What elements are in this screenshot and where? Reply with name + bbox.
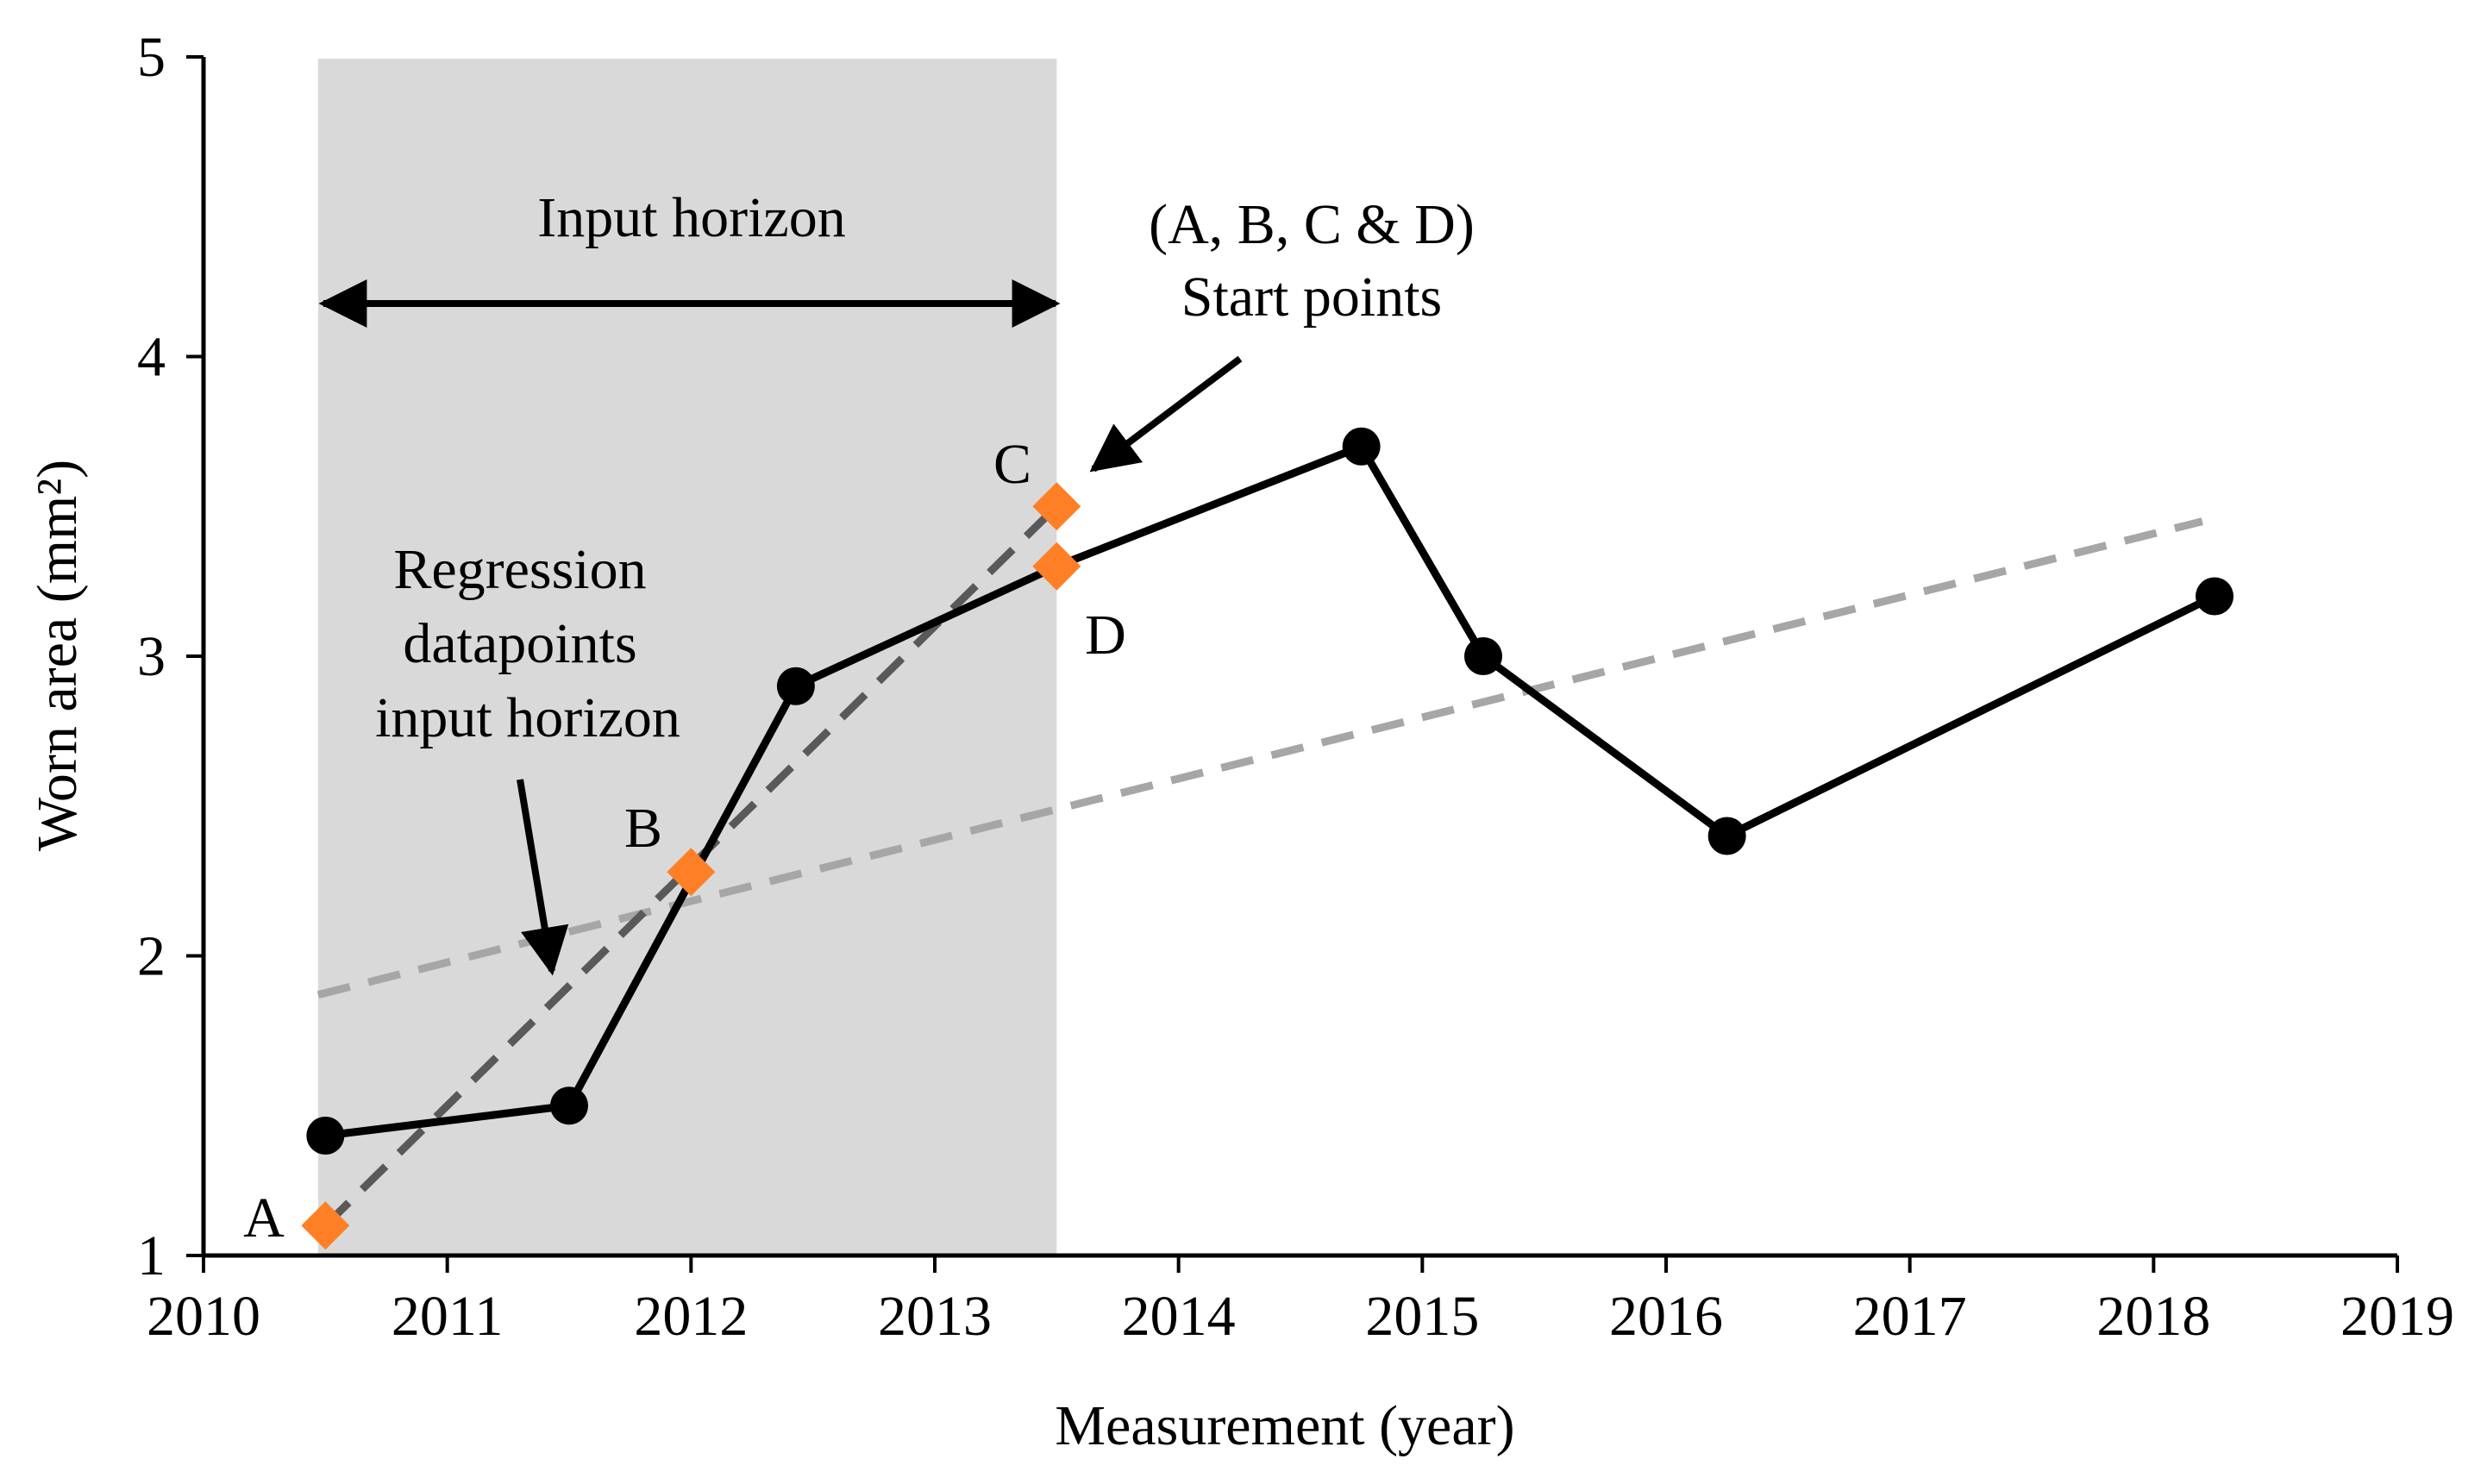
start-point-marker-c (1032, 482, 1081, 531)
start-point-marker-a (301, 1201, 350, 1250)
measurement-point (550, 1086, 588, 1125)
y-tick-label: 5 (137, 26, 166, 89)
x-tick-label: 2016 (1609, 1285, 1723, 1348)
input-horizon-label: Input horizon (537, 186, 845, 249)
x-axis-label: Measurement (year) (1055, 1394, 1514, 1457)
measurement-series (306, 427, 2234, 1155)
start-point-markers (301, 482, 1081, 1250)
regression-label-line2: datapoints (403, 612, 636, 675)
y-tick-label: 3 (137, 625, 166, 688)
start-point-label-a: A (243, 1187, 285, 1249)
measurement-point (1342, 427, 1381, 466)
x-axis-ticks: 2010 2011 2012 2013 2014 2015 2016 2017 2018 2019 (147, 1255, 2454, 1348)
y-tick-label: 2 (137, 925, 166, 988)
y-axis-ticks: 1 2 3 4 5 (137, 26, 204, 1287)
measurement-point (306, 1117, 345, 1155)
measurement-point (2196, 577, 2234, 616)
x-tick-label: 2015 (1365, 1285, 1479, 1348)
x-tick-label: 2017 (1853, 1285, 1967, 1348)
measurement-point (1707, 817, 1746, 855)
start-point-marker-b (667, 848, 716, 897)
start-point-marker-d (1032, 542, 1081, 591)
start-point-label-c: C (993, 433, 1031, 496)
start-points-label-line1: (A, B, C & D) (1149, 193, 1475, 256)
x-tick-label: 2012 (634, 1285, 748, 1348)
regression-arrow (517, 779, 569, 976)
measurement-line (324, 442, 2216, 1140)
measurement-point (1464, 637, 1502, 675)
x-tick-label: 2018 (2096, 1285, 2210, 1348)
regression-label-line3: input horizon (375, 686, 680, 749)
y-tick-label: 1 (137, 1224, 166, 1287)
x-tick-label: 2013 (878, 1285, 992, 1348)
start-points-label-line2: Start points (1181, 266, 1443, 329)
regression-line-1 (316, 517, 2203, 999)
y-tick-label: 4 (137, 326, 166, 389)
regression-label-line1: Regression (393, 538, 646, 601)
measurement-point (776, 667, 815, 705)
input-horizon-region (317, 59, 1057, 1255)
x-tick-label: 2010 (147, 1285, 260, 1348)
start-point-label-d: D (1085, 604, 1126, 667)
x-tick-label: 2011 (392, 1285, 504, 1348)
x-tick-label: 2014 (1122, 1285, 1236, 1348)
x-tick-label: 2019 (2340, 1285, 2454, 1348)
start-points-arrow (1089, 355, 1243, 473)
y-axis-label: Worn area (mm²) (26, 460, 89, 851)
start-point-label-b: B (624, 797, 662, 860)
